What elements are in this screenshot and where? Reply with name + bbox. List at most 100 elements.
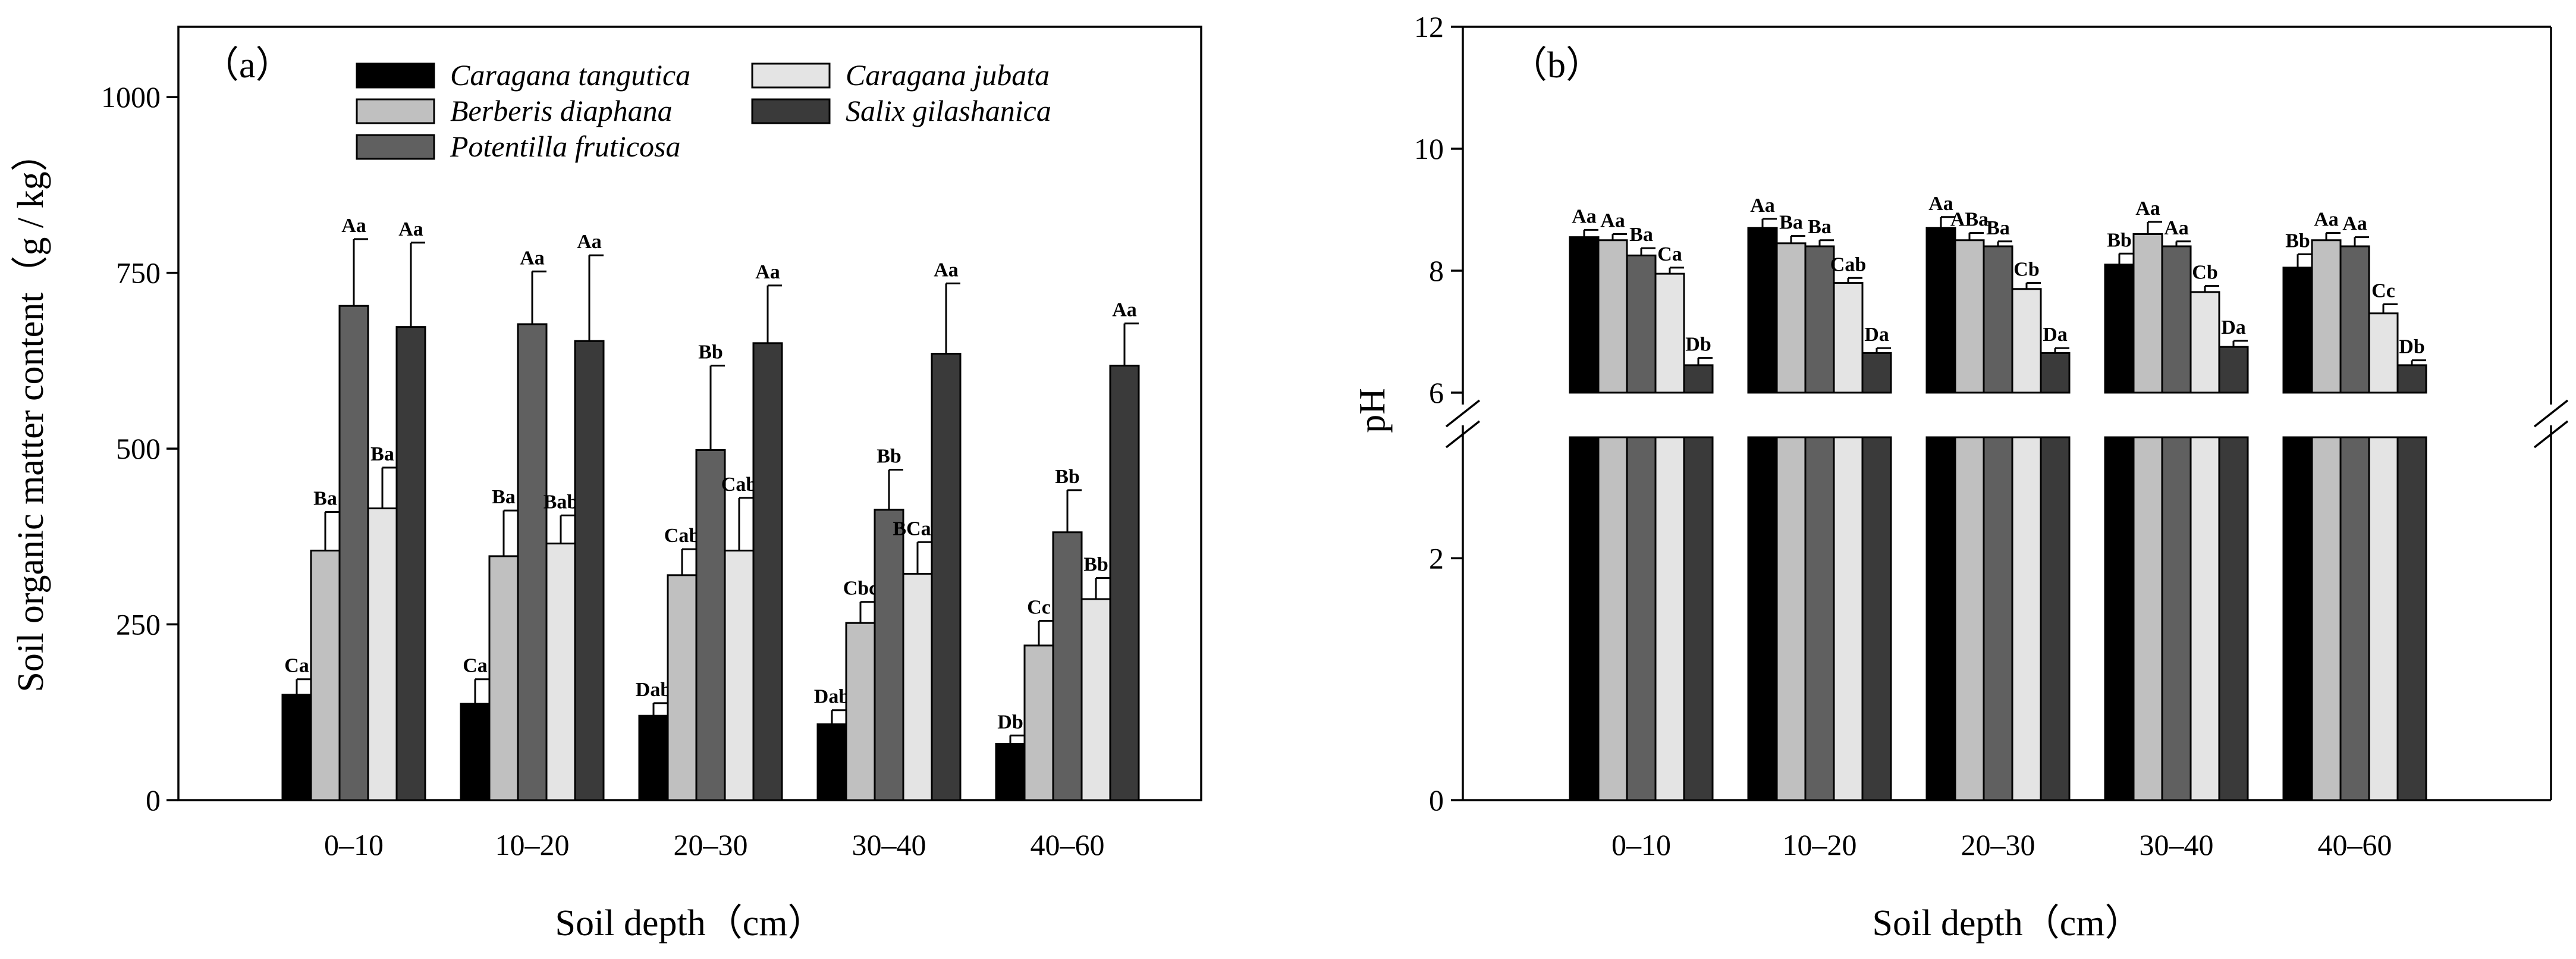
x-tick-label: 0–10: [1611, 828, 1671, 861]
bar: [1683, 364, 1714, 394]
legend-label: Potentilla fruticosa: [450, 130, 680, 163]
significance-label: Bb: [2285, 230, 2310, 252]
bar: [460, 703, 491, 801]
x-axis-title: Soil depth（cm）: [1873, 903, 2142, 944]
significance-label: Ba: [370, 443, 394, 465]
bar-lower-segment: [2132, 436, 2163, 801]
bar: [1747, 227, 1778, 394]
bar-lower-segment: [2368, 436, 2399, 801]
significance-label: Bb: [1055, 466, 1080, 488]
significance-label: Cb: [2192, 262, 2217, 284]
significance-label: Dab: [636, 679, 671, 701]
bar-lower-segment: [2282, 436, 2313, 801]
bar: [545, 543, 576, 801]
bar: [1023, 644, 1054, 801]
legend-label: Berberis diaphana: [450, 94, 673, 127]
bar: [310, 549, 341, 801]
significance-label: Aa: [755, 261, 780, 283]
x-tick-label: 20–30: [674, 828, 748, 861]
bar: [2189, 291, 2220, 394]
bar: [2396, 364, 2427, 394]
bar-lower-segment: [1833, 436, 1864, 801]
y-tick-label: 8: [1429, 254, 1444, 287]
bar: [667, 574, 698, 801]
significance-label: Bb: [1083, 554, 1108, 576]
bar: [995, 742, 1026, 801]
panel-label: （b）: [1510, 45, 1603, 86]
legend-label: Caragana jubata: [846, 58, 1050, 92]
bar: [395, 326, 426, 801]
legend-label: Salix gilashanica: [846, 94, 1051, 127]
significance-label: Cab: [721, 474, 757, 496]
bar-lower-segment: [2218, 436, 2249, 801]
bar: [695, 449, 726, 801]
bar: [1597, 239, 1628, 394]
bar: [874, 509, 904, 801]
bar: [2368, 312, 2399, 394]
bar: [1052, 531, 1083, 801]
significance-label: Db: [997, 711, 1023, 733]
significance-label: Aa: [2164, 217, 2189, 239]
bar-lower-segment: [1747, 436, 1778, 801]
bar-lower-segment: [1925, 436, 1956, 801]
legend-swatch: [751, 62, 831, 89]
y-tick-label: 500: [116, 432, 161, 465]
bar-lower-segment: [1569, 436, 1600, 801]
significance-label: Ca: [1657, 243, 1682, 265]
legend-swatch: [751, 98, 831, 124]
bar: [638, 714, 669, 801]
axis-break-mark: [1445, 420, 1481, 449]
significance-label: Da: [2043, 324, 2068, 346]
significance-label: Db: [2399, 336, 2424, 358]
significance-label: Cbc: [843, 578, 878, 600]
bar-lower-segment: [1654, 436, 1685, 801]
bar-lower-segment: [1626, 436, 1657, 801]
bar: [2282, 267, 2313, 394]
significance-label: Ba: [1779, 212, 1803, 234]
bar: [2339, 245, 2370, 394]
significance-label: Bb: [2107, 229, 2132, 251]
bar-lower-segment: [1983, 436, 2013, 801]
significance-label: Cab: [664, 525, 700, 547]
significance-label: Aa: [1112, 299, 1137, 321]
significance-label: Dab: [814, 686, 850, 708]
significance-label: Aa: [341, 215, 366, 237]
bar: [1925, 227, 1956, 394]
significance-label: Ba: [492, 486, 516, 508]
significance-label: Aa: [2135, 198, 2160, 220]
significance-label: Aa: [577, 231, 602, 253]
y-axis-title: Soil organic matter content（g / kg）: [11, 134, 51, 692]
bar-lower-segment: [1954, 436, 1985, 801]
bar: [1080, 598, 1111, 801]
significance-label: Bb: [698, 341, 723, 363]
significance-label: Aa: [2314, 208, 2339, 230]
bar-lower-segment: [2040, 436, 2071, 801]
bar: [574, 340, 605, 801]
x-tick-label: 30–40: [852, 828, 926, 861]
bar: [367, 507, 398, 801]
bar-lower-segment: [2011, 436, 2042, 801]
panel-a-soil-organic-matter-chart: 0 250 500 750 1000 0–10 10–20 20–30 30–40 40–60 Ca…: [11, 26, 1202, 944]
significance-label: Aa: [1750, 195, 1775, 217]
bar: [724, 549, 755, 801]
significance-label: Db: [1685, 334, 1711, 356]
axis-break-mark: [2533, 420, 2569, 449]
axis-break-mark: [1445, 399, 1481, 428]
bar: [2218, 346, 2249, 394]
significance-label: Da: [2221, 316, 2246, 339]
significance-label: Cc: [2371, 280, 2395, 302]
bar-lower-segment: [2104, 436, 2135, 801]
y-tick-label: 250: [116, 608, 161, 641]
bar: [2104, 264, 2135, 394]
bar-lower-segment: [2396, 436, 2427, 801]
bar: [816, 723, 847, 801]
x-tick-label: 30–40: [2140, 828, 2214, 861]
bar: [2040, 352, 2071, 394]
axis-break-mark: [2533, 399, 2569, 428]
y-tick-label: 2: [1429, 541, 1444, 575]
bar: [902, 572, 933, 801]
bar: [2011, 288, 2042, 394]
x-axis-title: Soil depth（cm）: [555, 903, 825, 944]
